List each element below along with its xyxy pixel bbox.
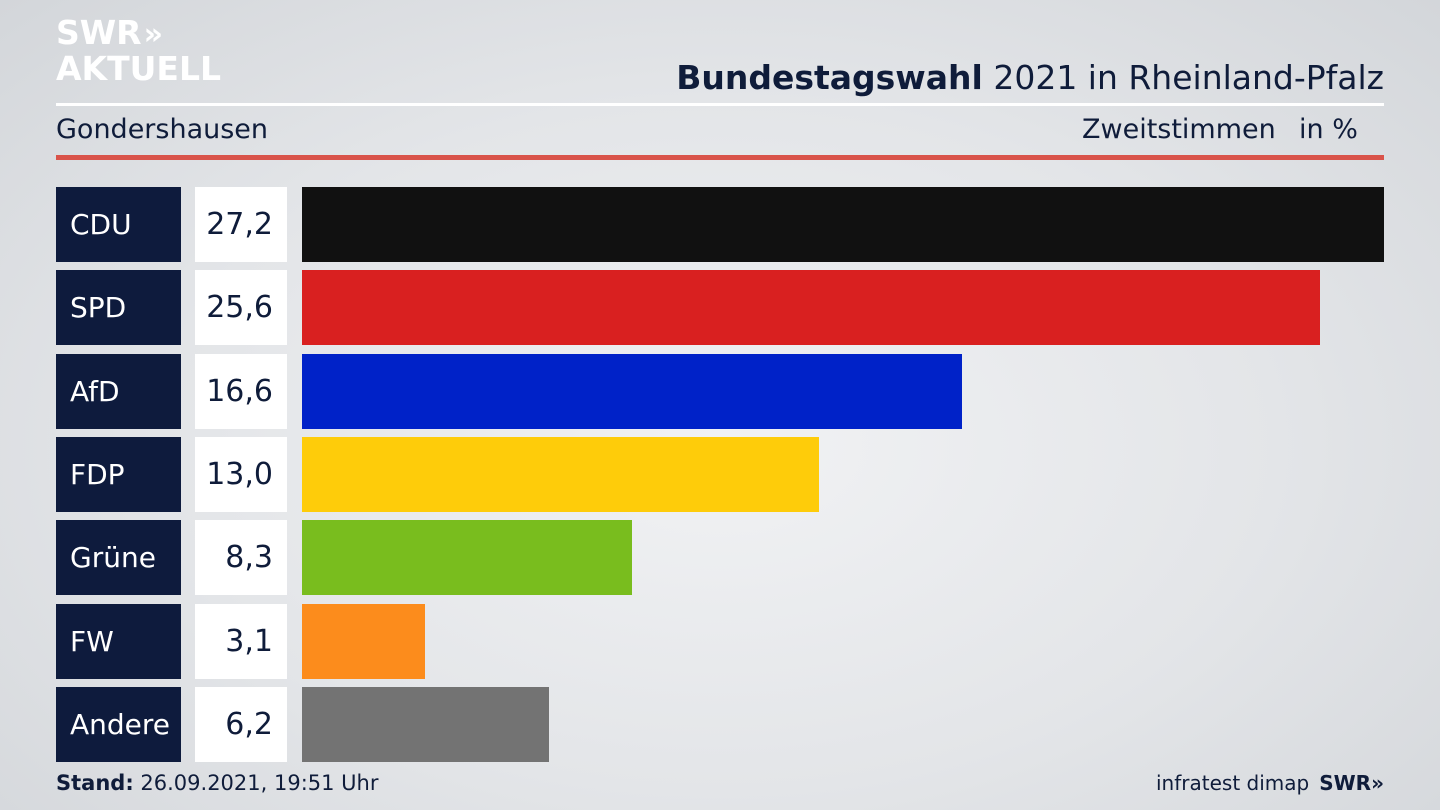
party-label: FDP <box>56 436 181 512</box>
party-label: FW <box>56 603 181 679</box>
bar-row: FDP 13,0 <box>56 436 1384 512</box>
source-label: infratest dimap <box>1156 771 1310 795</box>
value-label: 25,6 <box>195 270 287 346</box>
bar-row: Andere 6,2 <box>56 686 1384 762</box>
bar <box>302 353 962 429</box>
party-label: Grüne <box>56 520 181 596</box>
bar-row: FW 3,1 <box>56 603 1384 679</box>
accent-divider <box>56 155 1384 160</box>
party-label: Andere <box>56 686 181 762</box>
bar-row: AfD 16,6 <box>56 353 1384 429</box>
title-rest: 2021 in Rheinland-Pfalz <box>982 58 1384 97</box>
unit-label: in % <box>1299 114 1358 145</box>
logo-chevron-icon: » <box>143 17 164 52</box>
bar-row: Grüne 8,3 <box>56 520 1384 596</box>
timestamp: Stand: 26.09.2021, 19:51 Uhr <box>56 771 379 795</box>
bar <box>302 603 425 679</box>
bar-row: CDU 27,2 <box>56 187 1384 262</box>
value-label: 6,2 <box>195 686 287 762</box>
bar <box>302 187 1384 262</box>
source-credit: infratest dimap SWR» <box>1156 771 1384 795</box>
party-label: AfD <box>56 353 181 429</box>
value-label: 27,2 <box>195 187 287 262</box>
bar <box>302 520 632 596</box>
value-label: 3,1 <box>195 603 287 679</box>
value-label: 16,6 <box>195 353 287 429</box>
bar <box>302 686 549 762</box>
header-divider <box>56 103 1384 106</box>
swr-aktuell-logo: SWR» AKTUELL <box>56 16 221 85</box>
metric-label: Zweitstimmen <box>1082 114 1276 145</box>
value-label: 8,3 <box>195 520 287 596</box>
bar <box>302 436 819 512</box>
party-label: SPD <box>56 270 181 346</box>
bar-row: SPD 25,6 <box>56 270 1384 346</box>
stand-label: Stand: <box>56 771 134 795</box>
logo-swr: SWR <box>56 13 142 52</box>
region-label: Gondershausen <box>56 114 269 145</box>
party-label: CDU <box>56 187 181 262</box>
logo-aktuell: AKTUELL <box>56 49 222 88</box>
swr-footer-logo: SWR» <box>1319 771 1384 795</box>
page-title: Bundestagswahl 2021 in Rheinland-Pfalz <box>676 58 1384 97</box>
bar <box>302 270 1320 346</box>
stand-value: 26.09.2021, 19:51 Uhr <box>133 771 379 795</box>
value-label: 13,0 <box>195 436 287 512</box>
title-bold: Bundestagswahl <box>676 58 983 97</box>
